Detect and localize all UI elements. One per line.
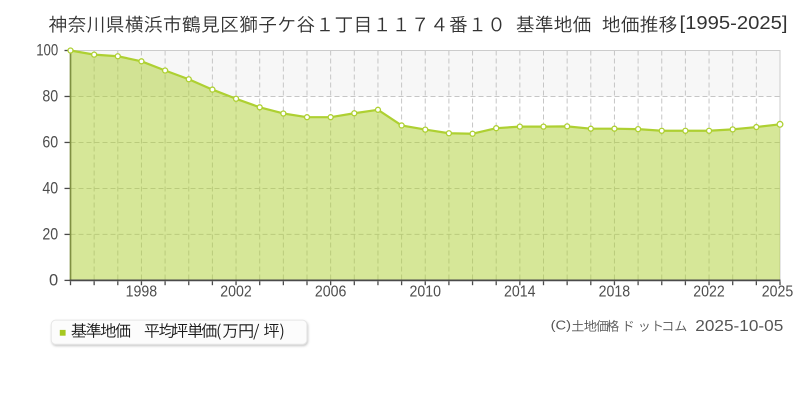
svg-text:2025: 2025 [762, 284, 794, 301]
svg-text:2025-10-05: 2025-10-05 [695, 318, 783, 335]
svg-text:80: 80 [42, 88, 58, 106]
svg-text:2010: 2010 [409, 284, 441, 301]
svg-text:2018: 2018 [599, 284, 631, 301]
svg-text:0: 0 [49, 271, 58, 289]
svg-text:2022: 2022 [693, 284, 725, 301]
svg-text:2006: 2006 [315, 284, 347, 301]
svg-text:[1995-2025]: [1995-2025] [680, 12, 788, 33]
svg-text:2002: 2002 [220, 284, 252, 301]
svg-text:20: 20 [42, 225, 58, 243]
svg-text:2014: 2014 [504, 284, 536, 301]
svg-text:60: 60 [42, 134, 58, 152]
svg-text:(C): (C) [551, 319, 571, 333]
svg-text:1998: 1998 [126, 284, 158, 301]
svg-text:40: 40 [42, 179, 58, 197]
svg-text:100: 100 [36, 42, 58, 60]
